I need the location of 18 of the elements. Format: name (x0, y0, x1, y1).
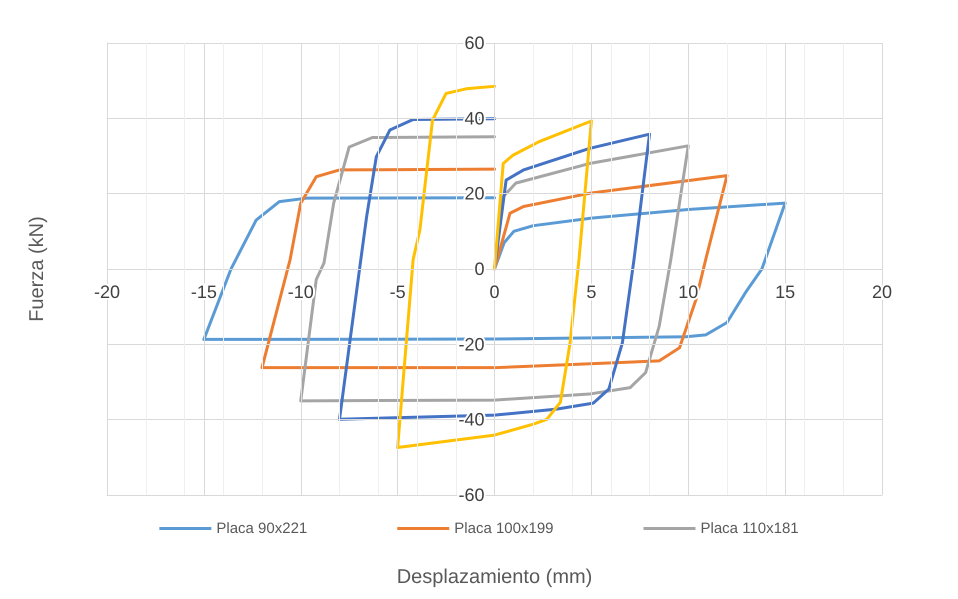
x-tick-label: 5 (586, 282, 596, 302)
x-tick-label: 20 (872, 282, 892, 302)
legend-label: Placa 110x181 (700, 520, 799, 537)
y-axis-title: Fuerza (kN) (26, 216, 48, 322)
line-series (260, 168, 728, 370)
x-tick-label: -10 (288, 282, 314, 302)
x-tick-label: 0 (489, 282, 500, 302)
legend-label: Placa 100x199 (454, 520, 554, 537)
x-tick-label: -15 (190, 282, 217, 302)
x-tick-label: -20 (94, 282, 120, 302)
x-axis-title: Desplazamiento (mm) (396, 566, 592, 588)
y-tick-label: 0 (474, 259, 484, 279)
y-tick-label: -20 (458, 334, 484, 354)
legend-label: Placa 90x221 (216, 520, 308, 537)
x-tick-label: -5 (390, 282, 406, 302)
x-tick-label: 15 (775, 282, 796, 302)
y-tick-label: 60 (464, 33, 484, 53)
y-tick-label: -60 (458, 485, 484, 505)
